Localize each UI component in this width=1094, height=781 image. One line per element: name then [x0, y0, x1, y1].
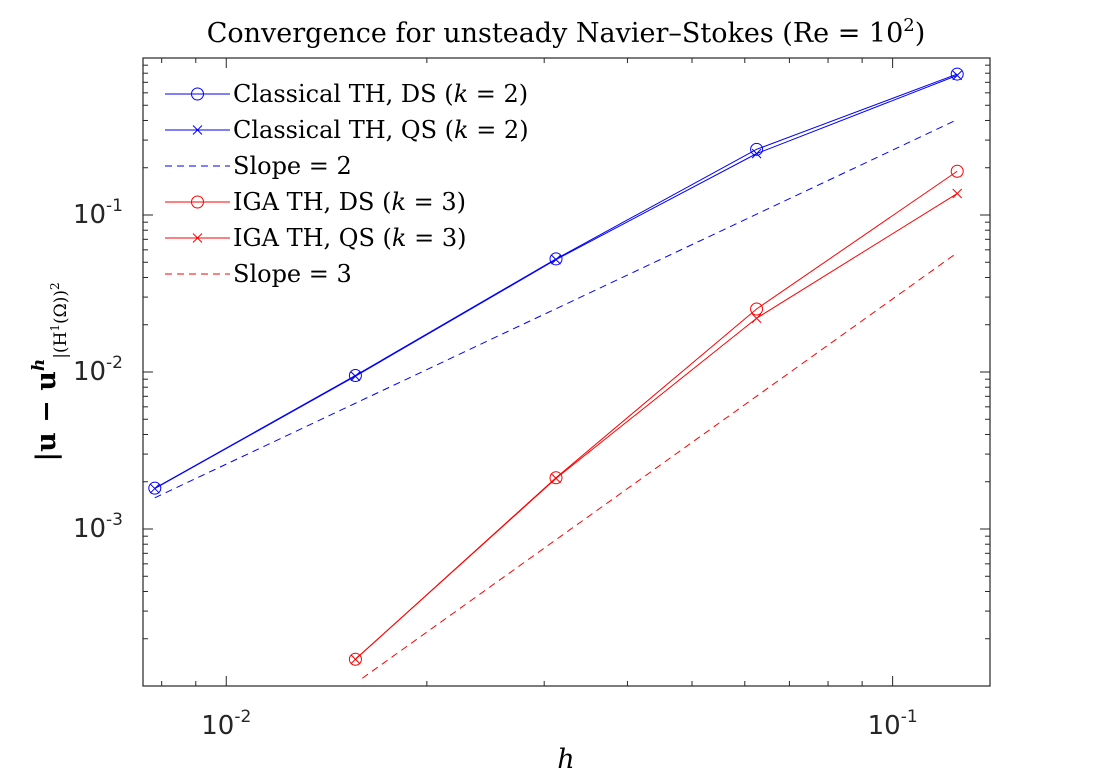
data-point-x — [350, 654, 361, 665]
y-tick-label: 10-1 — [73, 196, 123, 230]
legend-label: Slope = 2 — [233, 152, 352, 180]
legend-label: Classical TH, DS (k = 2) — [233, 80, 528, 108]
x-tick-label: 10-2 — [201, 707, 251, 741]
data-point-circle — [348, 652, 362, 666]
y-axis-label: |u − uh|(H1(Ω))2 — [29, 282, 71, 461]
data-point-x — [551, 254, 561, 265]
legend-entry: Classical TH, DS (k = 2) — [165, 80, 528, 108]
data-point-x — [751, 148, 762, 159]
data-point-x — [192, 233, 203, 243]
data-point-x — [952, 70, 963, 81]
data-point-circle — [191, 87, 204, 101]
axis-ticks: 10-2 10-1 10-3 10-2 10-1 — [73, 57, 990, 741]
data-point-circle — [750, 302, 764, 316]
legend-label: Slope = 3 — [233, 260, 352, 288]
legend-entry: IGA TH, QS (k = 3) — [165, 224, 466, 252]
plot-area — [142, 57, 991, 687]
series-line-2 — [154, 119, 958, 499]
data-point-x — [751, 313, 762, 324]
legend-entry: Classical TH, QS (k = 2) — [165, 116, 529, 144]
legend-entry: IGA TH, DS (k = 3) — [165, 188, 466, 216]
chart-title: Convergence for unsteady Navier–Stokes (… — [207, 15, 926, 49]
data-point-circle — [750, 142, 764, 156]
legend-entry: Slope = 3 — [165, 260, 352, 288]
data-point-circle — [950, 164, 964, 178]
legend-entry: Slope = 2 — [165, 152, 352, 180]
data-point-circle — [191, 195, 204, 209]
y-tick-label: 10-2 — [73, 353, 123, 387]
data-point-circle — [950, 67, 964, 81]
data-point-circle — [148, 481, 162, 495]
y-tick-label: 10-3 — [73, 510, 123, 544]
legend: Classical TH, DS (k = 2) Classical TH, QS… — [165, 80, 529, 288]
x-axis-label: h — [557, 744, 574, 775]
series-layer — [148, 67, 964, 679]
data-point-x — [149, 483, 160, 494]
data-point-x — [551, 473, 561, 484]
data-point-circle — [348, 368, 362, 382]
series-line-5 — [361, 252, 958, 679]
series-line-4 — [355, 193, 958, 660]
legend-label: Classical TH, QS (k = 2) — [233, 116, 529, 144]
data-point-circle — [549, 252, 563, 266]
data-point-x — [350, 371, 361, 382]
data-point-circle — [549, 471, 563, 485]
data-point-x — [192, 125, 203, 135]
legend-label: IGA TH, QS (k = 3) — [233, 224, 466, 252]
legend-label: IGA TH, DS (k = 3) — [233, 188, 466, 216]
x-tick-label: 10-1 — [868, 707, 918, 741]
series-clip-group — [148, 67, 964, 679]
data-point-x — [952, 188, 963, 199]
